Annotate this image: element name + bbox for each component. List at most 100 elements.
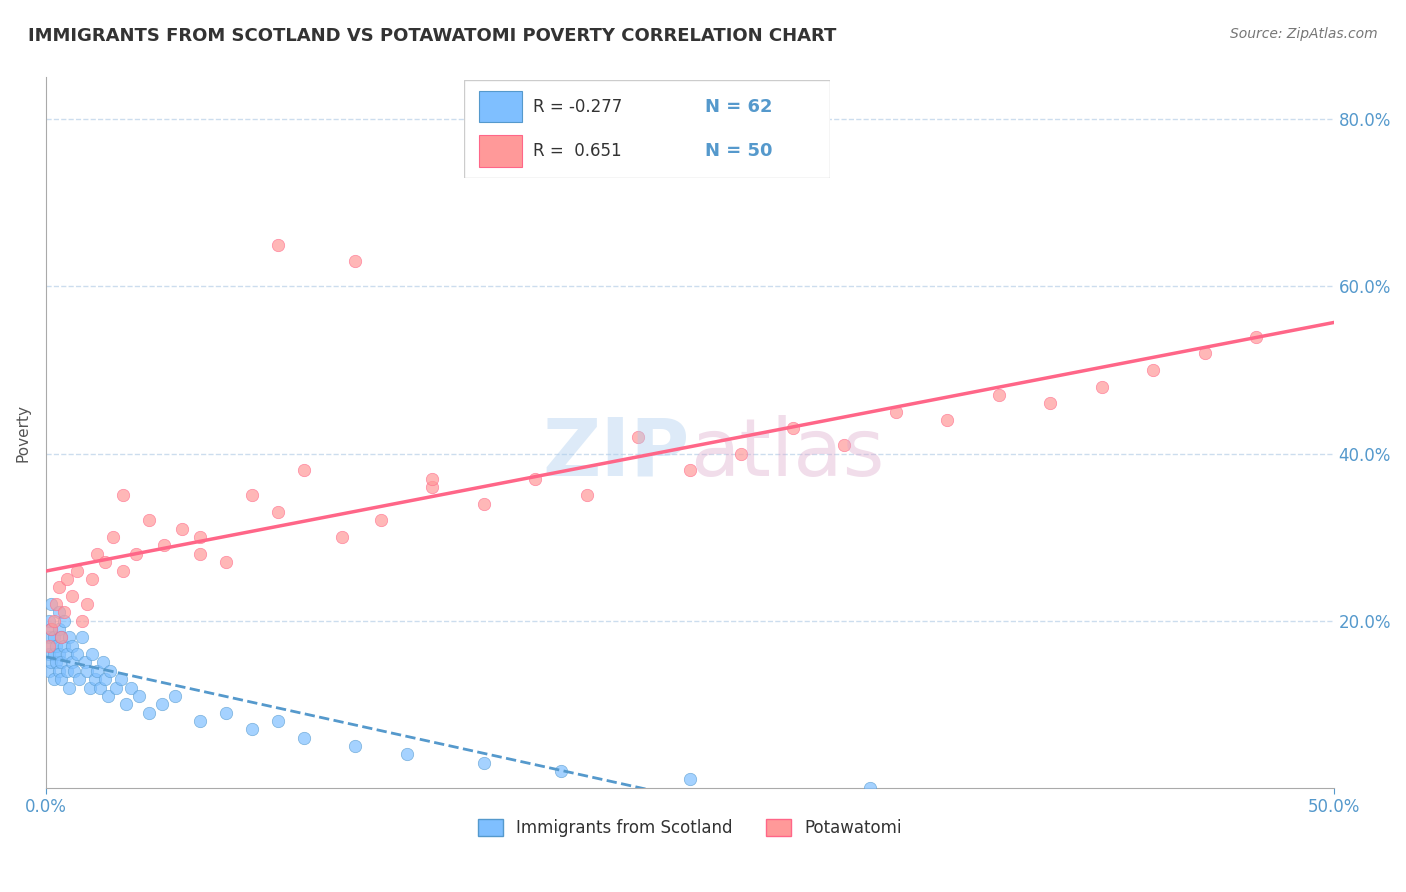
Point (730, 446, 752, 460)
Point (39, 656, 62, 670)
Point (153, 539, 176, 553)
Point (395, 747, 418, 762)
Bar (478, 136, 523, 167)
Point (343, 254, 366, 268)
Point (45, 639, 67, 653)
Point (91, 656, 114, 670)
Point (98, 664, 121, 678)
Point (987, 388, 1010, 402)
Point (53, 605, 76, 619)
Point (343, 739, 366, 753)
Point (38, 647, 60, 661)
Point (138, 513, 160, 527)
Point (240, 488, 263, 502)
Text: atlas: atlas (690, 415, 884, 493)
Point (679, 463, 702, 477)
Point (112, 488, 135, 502)
Point (60, 656, 83, 670)
Point (63, 664, 86, 678)
Point (1091, 379, 1114, 393)
Point (267, 237, 290, 252)
Point (89, 681, 111, 695)
Point (172, 522, 194, 536)
Point (292, 463, 315, 477)
Point (1039, 396, 1062, 410)
Bar (478, 91, 523, 122)
Text: Source: ZipAtlas.com: Source: ZipAtlas.com (1230, 27, 1378, 41)
Point (55, 664, 77, 678)
Point (60, 639, 83, 653)
Point (38, 614, 60, 628)
Point (83, 672, 105, 686)
Point (39, 597, 62, 611)
Point (112, 564, 135, 578)
Point (163, 689, 186, 703)
Point (550, 764, 572, 778)
Point (86, 547, 108, 561)
Point (215, 706, 238, 720)
Point (575, 488, 598, 502)
Point (51, 672, 73, 686)
Point (97, 689, 120, 703)
Point (94, 555, 117, 569)
Point (66, 564, 89, 578)
Point (679, 772, 702, 787)
Text: R = -0.277: R = -0.277 (533, 98, 623, 116)
Point (472, 497, 495, 511)
Point (66, 647, 89, 661)
Point (420, 480, 443, 494)
Text: N = 62: N = 62 (706, 98, 773, 116)
Point (936, 413, 959, 427)
Point (138, 706, 160, 720)
Point (76, 664, 98, 678)
Point (114, 698, 136, 712)
Point (70, 631, 93, 645)
Point (48, 664, 70, 678)
Point (190, 714, 212, 728)
Point (120, 681, 142, 695)
Point (48, 647, 70, 661)
Point (884, 405, 907, 419)
Point (38, 631, 60, 645)
Point (38, 639, 60, 653)
Text: IMMIGRANTS FROM SCOTLAND VS POTAWATOMI POVERTY CORRELATION CHART: IMMIGRANTS FROM SCOTLAND VS POTAWATOMI P… (28, 27, 837, 45)
Point (42, 647, 65, 661)
Point (104, 681, 127, 695)
Point (1194, 346, 1216, 360)
Point (82, 572, 104, 586)
Point (42, 631, 65, 645)
Point (48, 605, 70, 619)
Point (190, 530, 212, 544)
Point (76, 597, 98, 611)
Point (1246, 329, 1268, 343)
Point (150, 698, 173, 712)
Point (48, 580, 70, 594)
Point (42, 614, 65, 628)
Point (73, 656, 96, 670)
Point (79, 681, 101, 695)
Point (45, 656, 67, 670)
Point (70, 614, 93, 628)
Point (82, 647, 104, 661)
Point (101, 530, 124, 544)
Point (472, 756, 495, 770)
Point (1142, 363, 1164, 377)
Point (39, 622, 62, 636)
Point (86, 664, 108, 678)
Point (627, 430, 650, 444)
Point (48, 622, 70, 636)
Point (215, 555, 238, 569)
Point (834, 438, 856, 452)
Point (94, 672, 117, 686)
Point (55, 572, 77, 586)
Point (55, 647, 77, 661)
Point (125, 547, 148, 561)
Point (128, 689, 150, 703)
Point (38, 664, 60, 678)
Point (69, 672, 91, 686)
Point (110, 672, 132, 686)
Point (60, 589, 83, 603)
Point (292, 731, 315, 745)
Point (782, 421, 804, 435)
Point (53, 614, 76, 628)
